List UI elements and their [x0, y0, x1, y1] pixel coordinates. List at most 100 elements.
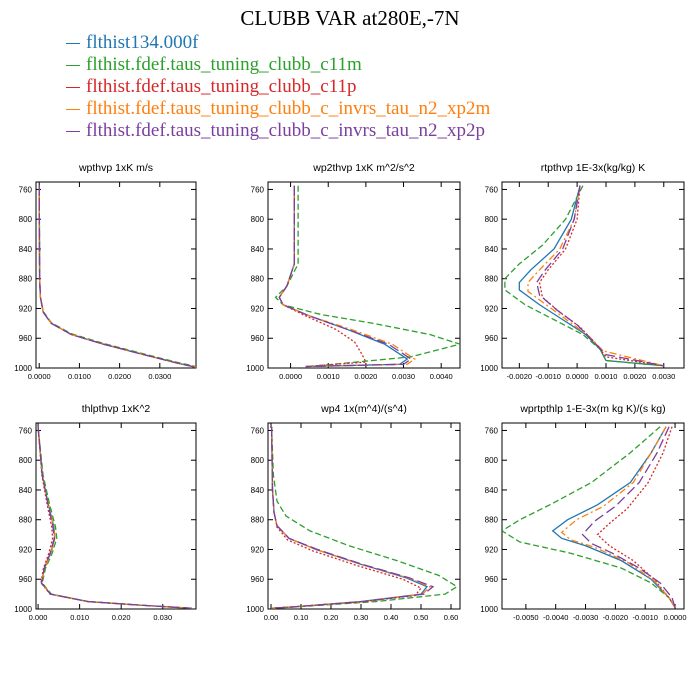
- chart-panel: wp4 1x(m^4)/(s^4)76080084088092096010000…: [246, 403, 461, 622]
- y-tick-label: 1000: [480, 364, 498, 373]
- y-tick-label: 960: [485, 334, 499, 343]
- x-tick-label: 0.000: [29, 613, 48, 622]
- panel-title: wp4 1x(m^4)/(s^4): [320, 403, 407, 415]
- x-tick-label: -0.0010: [632, 613, 657, 622]
- x-tick-label: 0.0030: [392, 372, 415, 381]
- x-tick-label: 0.030: [153, 613, 172, 622]
- y-tick-label: 840: [251, 245, 265, 254]
- series-line: [38, 185, 196, 368]
- legend-label: flthist.fdef.taus_tuning_clubb_c_invrs_t…: [86, 98, 491, 119]
- x-tick-label: 0.0000: [566, 372, 589, 381]
- x-tick-label: 0.50: [414, 613, 429, 622]
- series-line: [278, 185, 416, 368]
- x-tick-label: 0.0000: [279, 372, 302, 381]
- series-line: [37, 426, 192, 609]
- x-tick-label: 0.10: [294, 613, 309, 622]
- x-tick-label: 0.0020: [623, 372, 646, 381]
- series-line: [581, 426, 676, 608]
- x-tick-label: 0.0010: [317, 372, 340, 381]
- x-tick-label: 0.0030: [652, 372, 675, 381]
- legend-label: flthist.fdef.taus_tuning_clubb_c11p: [86, 76, 357, 97]
- series-line: [37, 426, 192, 609]
- series-line: [596, 426, 676, 608]
- x-tick-label: 0.00: [264, 613, 279, 622]
- x-tick-label: 0.40: [384, 613, 399, 622]
- y-tick-label: 920: [485, 304, 499, 313]
- y-tick-label: 960: [19, 334, 33, 343]
- y-tick-label: 1000: [246, 605, 264, 614]
- series-line: [502, 426, 676, 608]
- panel-title: rtpthvp 1E-3x(kg/kg) K: [541, 162, 645, 174]
- chart-panel: rtpthvp 1E-3x(kg/kg) K 760 800 840 880 920 960…: [480, 162, 685, 381]
- legend-item: flthist.fdef.taus_tuning_clubb_c11p: [66, 76, 490, 98]
- series-line: [270, 426, 435, 609]
- plot-frame: [501, 181, 685, 369]
- chart-panel: wprtpthlp 1-E-3x(m kg K)/(s kg) 760 800 840…: [480, 403, 686, 622]
- y-tick-label: 760: [19, 185, 33, 194]
- y-tick-label: 880: [251, 516, 265, 525]
- y-tick-label: 800: [251, 215, 265, 224]
- legend-label: flthist.fdef.taus_tuning_clubb_c11m: [86, 54, 362, 75]
- panel-title: thlpthvp 1xK^2: [82, 403, 151, 415]
- legend-item: flthist.fdef.taus_tuning_clubb_c11m: [66, 54, 490, 76]
- x-tick-label: -0.0030: [573, 613, 598, 622]
- y-tick-label: 760: [251, 426, 265, 435]
- x-tick-label: -0.0010: [536, 372, 561, 381]
- x-tick-label: 0.0000: [664, 613, 687, 622]
- x-tick-label: 0.020: [112, 613, 131, 622]
- y-tick-label: 840: [485, 486, 499, 495]
- series-line: [270, 426, 459, 609]
- y-tick-label: 1000: [14, 364, 32, 373]
- legend-line-icon: [66, 130, 80, 132]
- x-tick-label: 0.010: [70, 613, 89, 622]
- series-line: [37, 426, 192, 609]
- plot-frame: [267, 181, 461, 369]
- y-tick-label: 760: [19, 426, 33, 435]
- plot-frame: [35, 181, 197, 369]
- y-tick-label: 800: [19, 215, 33, 224]
- y-tick-label: 840: [19, 486, 33, 495]
- x-tick-label: 0.0020: [354, 372, 377, 381]
- y-tick-label: 960: [251, 334, 265, 343]
- series-line: [274, 185, 460, 368]
- series-line: [38, 185, 196, 368]
- series-line: [504, 185, 664, 367]
- x-tick-label: 0.60: [444, 613, 459, 622]
- legend-line-icon: [66, 86, 80, 88]
- y-tick-label: 760: [251, 185, 265, 194]
- series-line: [518, 185, 664, 367]
- x-tick-label: 0.0000: [28, 372, 51, 381]
- y-tick-label: 760: [485, 185, 499, 194]
- plot-frame: [501, 422, 685, 610]
- y-tick-label: 880: [251, 275, 265, 284]
- y-tick-label: 920: [251, 545, 265, 554]
- y-tick-label: 880: [19, 516, 33, 525]
- y-tick-label: 880: [485, 275, 499, 284]
- y-tick-label: 840: [19, 245, 33, 254]
- x-tick-label: 0.0040: [430, 372, 453, 381]
- legend-line-icon: [66, 64, 80, 66]
- y-tick-label: 920: [19, 545, 33, 554]
- series-line: [37, 426, 192, 609]
- x-tick-label: -0.0050: [513, 613, 538, 622]
- y-tick-label: 800: [251, 456, 265, 465]
- x-tick-label: -0.0040: [543, 613, 568, 622]
- y-tick-label: 920: [251, 304, 265, 313]
- y-tick-label: 1000: [480, 605, 498, 614]
- y-tick-label: 880: [19, 275, 33, 284]
- y-tick-label: 840: [251, 486, 265, 495]
- series-line: [38, 185, 196, 368]
- legend-item: flthist134.000f: [66, 32, 490, 54]
- panel-title: wpthvp 1xK m/s: [78, 162, 153, 174]
- series-line: [551, 426, 676, 608]
- x-tick-label: 0.30: [354, 613, 369, 622]
- plot-frame: [35, 422, 197, 610]
- x-tick-label: 0.0010: [595, 372, 618, 381]
- legend-label: flthist.fdef.taus_tuning_clubb_c_invrs_t…: [86, 120, 485, 141]
- series-line: [38, 185, 196, 368]
- legend: flthist134.000f flthist.fdef.taus_tuning…: [66, 32, 490, 142]
- y-tick-label: 960: [485, 575, 499, 584]
- y-tick-label: 800: [485, 215, 499, 224]
- x-tick-label: 0.0200: [108, 372, 131, 381]
